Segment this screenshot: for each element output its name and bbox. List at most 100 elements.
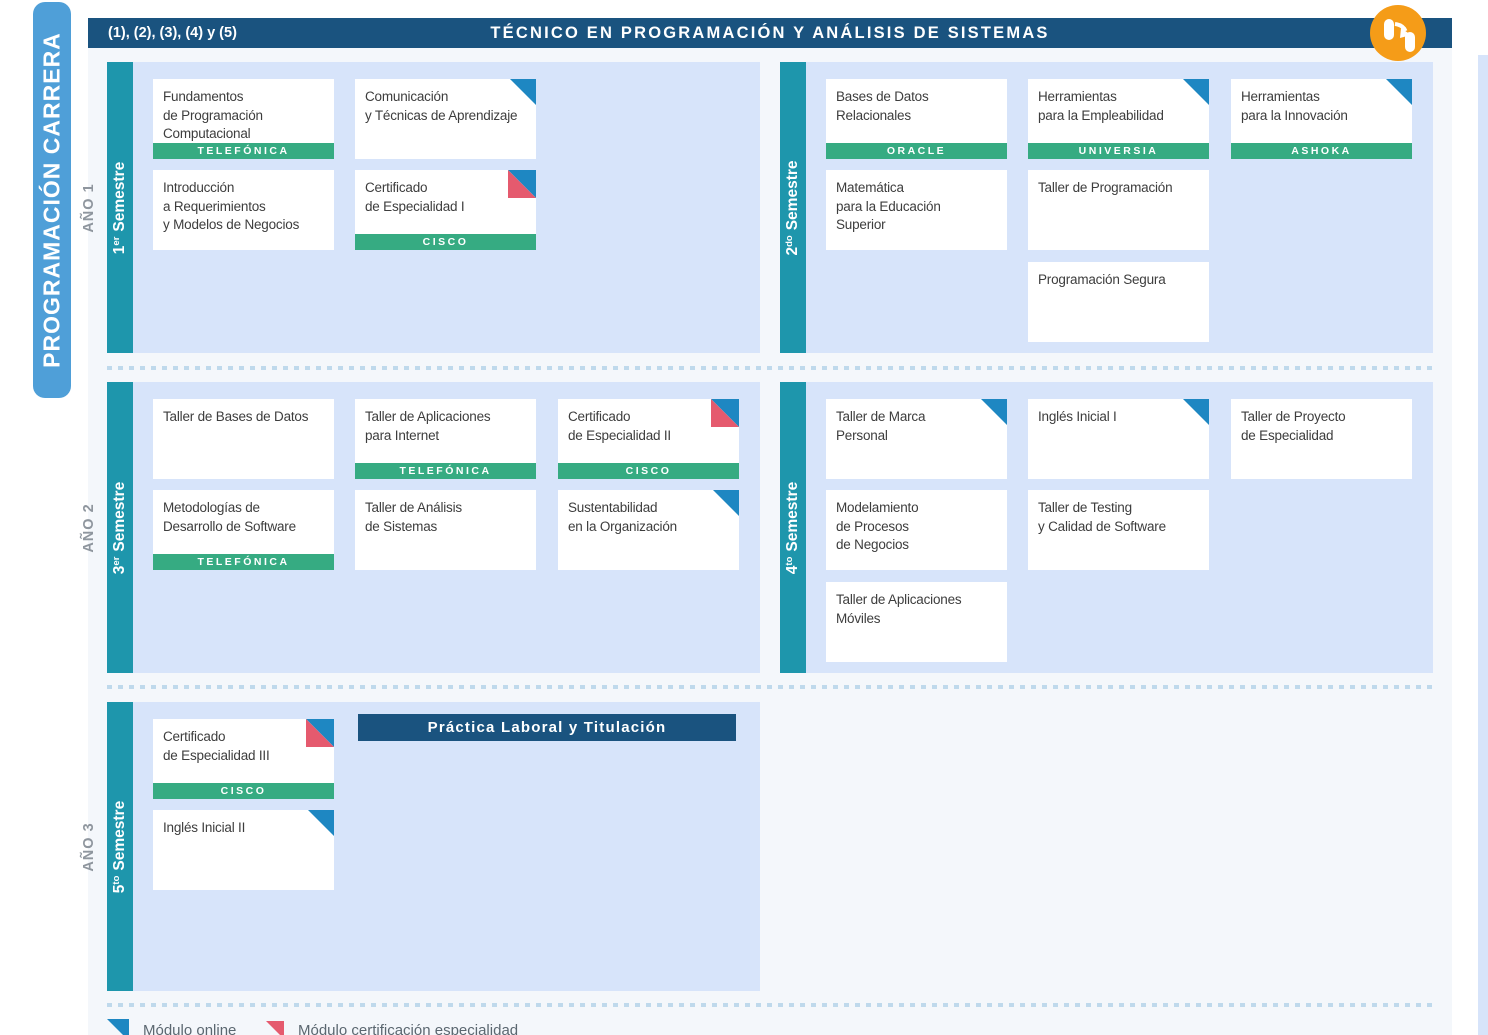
semester-panel: 1er Semestre Fundamentos de Programación Com… xyxy=(107,62,760,353)
course-title: Taller de Aplicaciones para Internet xyxy=(355,399,536,445)
course-card: Taller de Aplicaciones Móviles xyxy=(826,582,1007,662)
course-title-line: Personal xyxy=(836,427,888,443)
header-bar: (1), (2), (3), (4) y (5) TÉCNICO EN PROG… xyxy=(88,18,1452,48)
semester-ordinal-suffix: er xyxy=(111,556,122,566)
course-title-line: de Especialidad I xyxy=(365,198,465,214)
course-title: Inglés Inicial I xyxy=(1028,399,1209,427)
course-title-line: Taller de Aplicaciones xyxy=(365,409,491,424)
year-label-text: AÑO 2 xyxy=(81,502,97,553)
course-title-line: y Técnicas de Aprendizaje xyxy=(365,107,518,123)
course-title-line: Introducción xyxy=(163,180,235,195)
legend-cert-label: Módulo certificación especialidad xyxy=(298,1022,519,1035)
course-card: Taller de Bases de Datos xyxy=(153,399,334,479)
course-card: Introducción a Requerimientos y Modelos de… xyxy=(153,170,334,250)
semester-label: 5to Semestre xyxy=(111,800,129,892)
course-title: Taller de Aplicaciones Móviles xyxy=(826,582,1007,628)
course-card: Certificado de Especialidad I CISCO xyxy=(355,170,536,250)
course-card: Taller de Proyecto de Especialidad xyxy=(1231,399,1412,479)
course-title-line: Comunicación xyxy=(365,89,449,104)
course-title-line: Matemática xyxy=(836,180,904,195)
course-card: Comunicación y Técnicas de Aprendizaje xyxy=(355,79,536,159)
semester-ordinal: 3 xyxy=(111,565,128,574)
semester-word: Semestre xyxy=(111,481,128,552)
course-title-line: Computacional xyxy=(163,126,251,141)
course-title-line: para la Innovación xyxy=(1241,107,1348,123)
cert-triangle-icon xyxy=(266,1021,284,1035)
course-card: Bases de Datos Relacionales ORACLE xyxy=(826,79,1007,159)
course-title-line: Sustentabilidad xyxy=(568,500,658,515)
semester-panel: 4to Semestre Taller de Marca Personal Inglés… xyxy=(780,382,1433,673)
partner-banner: TELEFÓNICA xyxy=(153,554,334,570)
transfer-arrow-logo-icon xyxy=(1370,5,1426,61)
semester-word: Semestre xyxy=(111,800,128,871)
course-title-line: Bases de Datos xyxy=(836,89,929,104)
semester-label: 4to Semestre xyxy=(784,481,802,573)
course-card: Taller de Marca Personal xyxy=(826,399,1007,479)
semester-ordinal: 1 xyxy=(111,245,128,254)
semester-label: 3er Semestre xyxy=(111,481,129,573)
course-title-line: Certificado xyxy=(163,729,226,744)
certification-module-icon xyxy=(508,170,536,198)
course-title: Taller de Testing y Calidad de Software xyxy=(1028,490,1209,536)
course-title: Herramientas para la Innovación xyxy=(1231,79,1412,125)
course-title-line: Desarrollo de Software xyxy=(163,518,296,534)
course-title-line: Superior xyxy=(836,217,886,232)
course-title: Programación Segura xyxy=(1028,262,1209,290)
semester-ordinal: 5 xyxy=(111,884,128,893)
partner-banner: TELEFÓNICA xyxy=(153,143,334,159)
legend-online-item: Módulo online xyxy=(107,1019,236,1035)
semester-ordinal: 4 xyxy=(784,565,801,574)
partner-banner: TELEFÓNICA xyxy=(355,463,536,479)
course-title: Metodologías de Desarrollo de Software xyxy=(153,490,334,536)
year-label: AÑO 1 xyxy=(72,62,106,353)
course-card: Fundamentos de Programación Computacional T… xyxy=(153,79,334,159)
course-title: Taller de Marca Personal xyxy=(826,399,1007,445)
course-title: Inglés Inicial II xyxy=(153,810,334,838)
career-banner-label: PROGRAMACIÓN CARRERA xyxy=(38,32,65,368)
course-title-line: Programación Segura xyxy=(1038,272,1166,287)
course-title: Sustentabilidad en la Organización xyxy=(558,490,739,536)
year-label-text: AÑO 3 xyxy=(81,821,97,872)
legend-online-label: Módulo online xyxy=(143,1022,237,1035)
course-title-line: Taller de Análisis xyxy=(365,500,462,515)
dotted-separator xyxy=(107,366,1433,370)
course-title-line: Taller de Bases de Datos xyxy=(163,409,309,424)
course-title-line: para la Educación xyxy=(836,198,941,214)
course-card: Herramientas para la Empleabilidad UNIVERS… xyxy=(1028,79,1209,159)
course-title-line: Inglés Inicial I xyxy=(1038,409,1117,424)
course-title-line: de Sistemas xyxy=(365,518,438,534)
dotted-separator xyxy=(107,685,1433,689)
course-title-line: a Requerimientos xyxy=(163,198,266,214)
course-title: Taller de Programación xyxy=(1028,170,1209,198)
course-title: Comunicación y Técnicas de Aprendizaje xyxy=(355,79,536,125)
partner-banner: CISCO xyxy=(153,783,334,799)
partner-banner: CISCO xyxy=(355,234,536,250)
course-card: Taller de Testing y Calidad de Software xyxy=(1028,490,1209,570)
course-title-line: Herramientas xyxy=(1038,89,1117,104)
year-label: AÑO 2 xyxy=(72,382,106,673)
semester-word: Semestre xyxy=(111,161,128,232)
course-title: Fundamentos de Programación Computacional xyxy=(153,79,334,144)
course-title-line: Metodologías de xyxy=(163,500,260,515)
course-title: Introducción a Requerimientos y Modelos de… xyxy=(153,170,334,235)
right-edge-strip xyxy=(1478,55,1488,1035)
course-title-line: Taller de Marca xyxy=(836,409,926,424)
semester-word: Semestre xyxy=(784,159,801,230)
semester-label: 2do Semestre xyxy=(784,160,802,255)
course-title: Certificado de Especialidad III xyxy=(153,719,334,765)
course-card: Inglés Inicial II xyxy=(153,810,334,890)
semester-ordinal: 2 xyxy=(784,246,801,256)
semester-ordinal-suffix: to xyxy=(111,875,122,885)
course-card: Taller de Aplicaciones para Internet TELEF… xyxy=(355,399,536,479)
legend-cert-item: Módulo certificación especialidad xyxy=(266,1019,518,1035)
semester-panel: 2do Semestre Bases de Datos Relacionales ORA… xyxy=(780,62,1433,353)
course-title-line: Certificado xyxy=(365,180,428,195)
course-title: Certificado de Especialidad I xyxy=(355,170,536,216)
semester-ordinal-suffix: do xyxy=(784,234,795,247)
partner-banner: ASHOKA xyxy=(1231,143,1412,159)
semester-panel: 5to Semestre Certificado de Especialidad II… xyxy=(107,702,760,991)
semester-label: 1er Semestre xyxy=(111,161,129,253)
course-title: Bases de Datos Relacionales xyxy=(826,79,1007,125)
course-title-line: Relacionales xyxy=(836,107,911,123)
course-title: Taller de Bases de Datos xyxy=(153,399,334,427)
